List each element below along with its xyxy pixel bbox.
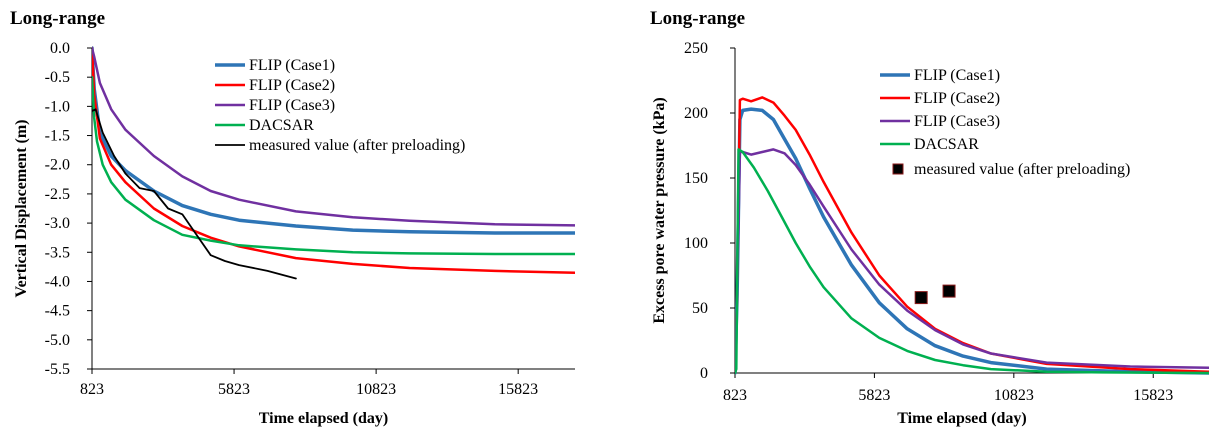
legend-label: DACSAR — [914, 136, 979, 153]
y-axis-label: Excess pore water pressure (kPa) — [651, 97, 668, 323]
x-tick-label: 823 — [80, 381, 104, 398]
y-tick-label: -4.0 — [45, 273, 70, 290]
x-axis-label: Time elapsed (day) — [897, 410, 1026, 427]
series-line-dacsar — [92, 75, 575, 256]
legend-label: measured value (after preloading) — [249, 137, 465, 154]
legend-marker — [892, 163, 904, 175]
y-tick-label: -0.5 — [45, 69, 70, 86]
x-tick-label: 15823 — [498, 381, 538, 398]
measured-point — [914, 291, 928, 305]
chart-title: Long-range — [650, 8, 745, 29]
y-tick-label: 150 — [684, 170, 708, 187]
plot-area — [92, 46, 575, 280]
legend-label: FLIP (Case1) — [249, 57, 335, 74]
x-tick-label: 5823 — [218, 381, 250, 398]
y-tick-label: -3.5 — [45, 244, 70, 261]
series-line-flip-case2 — [92, 46, 575, 274]
series-line-flip-case1 — [735, 107, 1209, 375]
chart-title: Long-range — [10, 8, 105, 29]
legend: FLIP (Case1) FLIP (Case2) FLIP (Case3) DACS… — [880, 67, 1130, 178]
y-tick-label: -5.0 — [45, 332, 70, 349]
x-tick-label: 15823 — [1133, 387, 1173, 404]
legend-label: measured value (after preloading) — [914, 161, 1130, 178]
series-line-measured-value-after-preloading — [92, 108, 297, 280]
chart-2: Long-range 0 50 100 150 200 250 823 5823 10823 158… — [650, 8, 1209, 427]
y-tick-label: 0.0 — [50, 40, 70, 57]
y-tick-label: -1.5 — [45, 128, 70, 145]
y-tick-label: -1.0 — [45, 98, 70, 115]
legend-label: FLIP (Case3) — [249, 97, 335, 114]
legend-label: FLIP (Case1) — [914, 67, 1000, 84]
y-tick-label: 50 — [692, 300, 708, 317]
x-tick-label: 10823 — [994, 387, 1034, 404]
y-tick-label: 250 — [684, 40, 708, 57]
y-tick-label: -2.0 — [45, 157, 70, 174]
x-tick-label: 5823 — [858, 387, 890, 404]
legend-label: FLIP (Case3) — [914, 113, 1000, 130]
y-axis-label: Vertical Displacement (m) — [13, 119, 30, 297]
x-axis-label: Time elapsed (day) — [259, 410, 388, 427]
legend-label: FLIP (Case2) — [914, 90, 1000, 107]
measured-point — [942, 284, 956, 298]
y-tick-label: -4.5 — [45, 303, 70, 320]
series-line-flip-case1 — [92, 46, 575, 235]
y-tick-label: -2.5 — [45, 186, 70, 203]
x-tick-label: 10823 — [356, 381, 396, 398]
y-tick-label: 0 — [700, 365, 708, 382]
series-line-flip-case3 — [92, 46, 575, 227]
y-tick-label: -3.0 — [45, 215, 70, 232]
legend: FLIP (Case1) FLIP (Case2) FLIP (Case3) DACS… — [215, 57, 465, 154]
y-tick-label: 100 — [684, 235, 708, 252]
plot-area — [735, 96, 1209, 375]
legend-label: DACSAR — [249, 117, 314, 134]
series-line-dacsar — [735, 148, 1209, 375]
y-tick-label: -5.5 — [45, 361, 70, 378]
chart-1: Long-range 0.0 -0.5 -1.0 -1.5 -2.0 -2.5 -3.0 -3.… — [10, 8, 575, 427]
y-tick-label: 200 — [684, 105, 708, 122]
legend-label: FLIP (Case2) — [249, 77, 335, 94]
x-tick-label: 823 — [723, 387, 747, 404]
